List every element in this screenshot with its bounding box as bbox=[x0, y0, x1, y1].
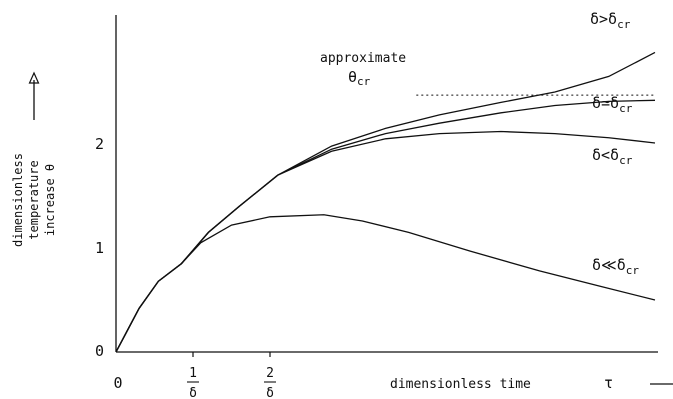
svg-text:θcr: θcr bbox=[348, 68, 371, 88]
series-label-s4: δ≪δcr bbox=[592, 256, 639, 277]
y-axis-label-line-3: increase θ bbox=[43, 164, 57, 236]
x-tick-numerator-2: 2 bbox=[266, 366, 274, 381]
series-line-s4 bbox=[115, 214, 656, 353]
x-tick-numerator-1: 1 bbox=[189, 366, 197, 381]
reference-label-symbol: θcr bbox=[348, 68, 371, 88]
y-tick-label-0: 0 bbox=[95, 342, 104, 360]
y-tick-label-2: 2 bbox=[95, 135, 104, 153]
series-label-s2: δ≃δcr bbox=[592, 94, 633, 115]
x-tick-denominator-1: δ bbox=[189, 386, 197, 399]
series-label-s3: δ<δcr bbox=[592, 146, 633, 167]
y-ticks: 0 1 2 bbox=[95, 135, 104, 360]
y-tick-label-1: 1 bbox=[95, 239, 104, 257]
y-axis-arrow-icon bbox=[28, 71, 40, 120]
series-group bbox=[115, 51, 656, 353]
series-labels: δ>δcr δ≃δcr δ<δcr δ≪δcr bbox=[590, 10, 639, 277]
x-ticks: 0 1 δ 2 δ bbox=[113, 352, 276, 399]
reference-label-top: approximate bbox=[320, 51, 406, 66]
x-tick-denominator-2: δ bbox=[266, 386, 274, 399]
y-axis-label-line-1: dimensionless bbox=[11, 153, 25, 247]
series-line-s3 bbox=[115, 130, 656, 353]
series-label-s1: δ>δcr bbox=[590, 10, 631, 31]
x-tick-label-0: 0 bbox=[113, 374, 122, 392]
y-axis-label-line-2: temperature bbox=[27, 160, 41, 239]
series-line-s1 bbox=[115, 51, 656, 353]
y-axis-label: dimensionless temperature increase θ bbox=[11, 153, 57, 247]
x-axis-label-symbol: τ bbox=[604, 374, 613, 392]
x-axis-label: dimensionless time bbox=[390, 377, 531, 392]
